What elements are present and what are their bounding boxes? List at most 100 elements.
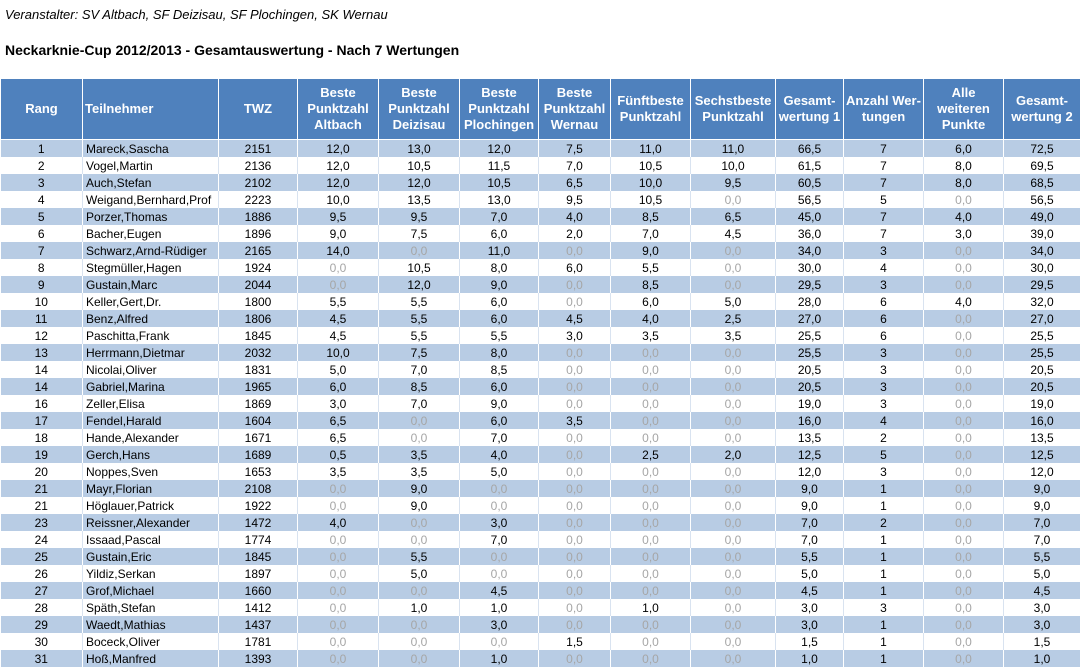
results-table: Rang Teilnehmer TWZ Beste Punktzahl Altbach… — [0, 78, 1080, 667]
organizer: Veranstalter: SV Altbach, SF Deizisau, S… — [5, 7, 388, 22]
table-cell: Porzer,Thomas — [82, 208, 219, 225]
table-row: 29 Waedt,Mathias 1437 0,0 0,0 3,0 0,0 0,0 0,0 3,0… — [0, 616, 1080, 633]
table-cell: Gustain,Eric — [82, 548, 219, 565]
table-cell: 9,0 — [378, 497, 460, 514]
table-cell: 0,0 — [378, 531, 460, 548]
table-cell: 1,0 — [1003, 650, 1080, 667]
table-cell: 16,0 — [775, 412, 844, 429]
table-row: 23 Reissner,Alexander 1472 4,0 0,0 3,0 0,0 0,0 0… — [0, 514, 1080, 531]
table-cell: 1 — [843, 633, 924, 650]
table-cell: 5 — [0, 208, 83, 225]
table-cell: 7 — [843, 157, 924, 174]
table-cell: 0,0 — [690, 480, 776, 497]
table-cell: 0,0 — [297, 565, 379, 582]
table-cell: 1,0 — [459, 650, 539, 667]
table-cell: 8,5 — [610, 276, 691, 293]
table-cell: 11,0 — [459, 242, 539, 259]
table-body: 1 Mareck,Sascha 2151 12,0 13,0 12,0 7,5 11,0 11,… — [0, 139, 1080, 667]
table-cell: 1774 — [218, 531, 298, 548]
table-cell: 0,0 — [610, 650, 691, 667]
table-cell: 2 — [843, 429, 924, 446]
table-cell: 7,0 — [775, 514, 844, 531]
table-cell: 6,0 — [459, 293, 539, 310]
table-cell: 3,5 — [538, 412, 611, 429]
table-cell: 4,5 — [459, 582, 539, 599]
table-cell: 0,0 — [378, 633, 460, 650]
table-cell: 2,0 — [538, 225, 611, 242]
table-cell: 45,0 — [775, 208, 844, 225]
table-cell: 12,0 — [297, 174, 379, 191]
table-cell: 8,0 — [923, 157, 1004, 174]
table-cell: 0,0 — [538, 480, 611, 497]
table-row: 19 Gerch,Hans 1689 0,5 3,5 4,0 0,0 2,5 2,0 12,5 5 0… — [0, 446, 1080, 463]
table-cell: 0,0 — [378, 429, 460, 446]
table-cell: 3,0 — [923, 225, 1004, 242]
table-cell: 1806 — [218, 310, 298, 327]
table-cell: 0,0 — [923, 429, 1004, 446]
table-cell: 9 — [0, 276, 83, 293]
table-cell: 2108 — [218, 480, 298, 497]
table-cell: Gerch,Hans — [82, 446, 219, 463]
table-row: 5 Porzer,Thomas 1886 9,5 9,5 7,0 4,0 8,5 6,5 45,0… — [0, 208, 1080, 225]
table-cell: 1924 — [218, 259, 298, 276]
table-cell: 0,0 — [459, 548, 539, 565]
table-cell: 21 — [0, 497, 83, 514]
table-cell: 0,0 — [538, 361, 611, 378]
table-cell: 1,5 — [1003, 633, 1080, 650]
table-cell: 0,0 — [923, 276, 1004, 293]
table-cell: 2102 — [218, 174, 298, 191]
table-cell: 13 — [0, 344, 83, 361]
table-cell: 0,0 — [923, 395, 1004, 412]
table-cell: 56,5 — [1003, 191, 1080, 208]
table-cell: 7,0 — [459, 429, 539, 446]
table-cell: 0,0 — [538, 276, 611, 293]
table-cell: 2,0 — [690, 446, 776, 463]
table-cell: 2223 — [218, 191, 298, 208]
table-row: 11 Benz,Alfred 1806 4,5 5,5 6,0 4,5 4,0 2,5 27,0 6… — [0, 310, 1080, 327]
table-cell: 1,0 — [775, 650, 844, 667]
table-cell: 3,5 — [690, 327, 776, 344]
table-cell: 56,5 — [775, 191, 844, 208]
table-cell: 5,0 — [690, 293, 776, 310]
table-cell: 1831 — [218, 361, 298, 378]
table-row: 28 Späth,Stefan 1412 0,0 1,0 1,0 0,0 1,0 0,0 3,0 3… — [0, 599, 1080, 616]
table-cell: 6 — [0, 225, 83, 242]
table-cell: 1922 — [218, 497, 298, 514]
table-cell: 0,0 — [538, 344, 611, 361]
table-cell: 0,0 — [923, 412, 1004, 429]
table-cell: 9,0 — [1003, 480, 1080, 497]
table-cell: 0,0 — [923, 310, 1004, 327]
table-cell: 3,5 — [378, 446, 460, 463]
table-cell: 0,0 — [923, 514, 1004, 531]
table-cell: 3,0 — [1003, 616, 1080, 633]
table-cell: 29 — [0, 616, 83, 633]
table-cell: 8,5 — [459, 361, 539, 378]
table-cell: 0,0 — [538, 650, 611, 667]
table-cell: 28 — [0, 599, 83, 616]
table-row: 4 Weigand,Bernhard,Prof 2223 10,0 13,5 13,0 9,… — [0, 191, 1080, 208]
table-cell: 4 — [0, 191, 83, 208]
table-cell: 6,0 — [459, 310, 539, 327]
table-cell: 0,0 — [690, 344, 776, 361]
table-cell: 0,0 — [923, 259, 1004, 276]
table-cell: 23 — [0, 514, 83, 531]
table-row: 27 Grof,Michael 1660 0,0 0,0 4,5 0,0 0,0 0,0 4,5 1… — [0, 582, 1080, 599]
table-cell: 13,5 — [1003, 429, 1080, 446]
table-cell: 20,5 — [775, 378, 844, 395]
table-cell: 21 — [0, 480, 83, 497]
table-cell: 0,0 — [923, 650, 1004, 667]
table-cell: 1472 — [218, 514, 298, 531]
table-cell: 0,0 — [538, 378, 611, 395]
table-cell: 11,0 — [690, 139, 776, 157]
table-row: 17 Fendel,Harald 1604 6,5 0,0 6,0 3,5 0,0 0,0 16,… — [0, 412, 1080, 429]
table-cell: 1393 — [218, 650, 298, 667]
table-cell: 0,0 — [297, 599, 379, 616]
table-cell: 1 — [843, 616, 924, 633]
table-cell: 1604 — [218, 412, 298, 429]
table-cell: 0,0 — [610, 497, 691, 514]
table-cell: 5,5 — [297, 293, 379, 310]
table-cell: 0,0 — [610, 361, 691, 378]
table-cell: 25,5 — [775, 327, 844, 344]
table-cell: 5 — [843, 446, 924, 463]
table-cell: 8 — [0, 259, 83, 276]
